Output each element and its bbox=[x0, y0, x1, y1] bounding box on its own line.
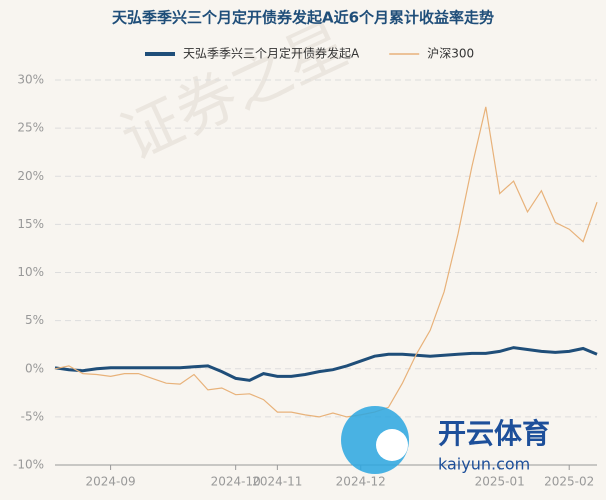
legend-label: 天弘季季兴三个月定开债券发起A bbox=[183, 46, 360, 61]
y-tick-label: 15% bbox=[17, 217, 44, 231]
legend-label: 沪深300 bbox=[427, 47, 474, 61]
x-tick-label: 2025-02 bbox=[544, 475, 594, 489]
x-tick-label: 2024-12 bbox=[336, 475, 386, 489]
logo: 开云体育 kaiyun.com bbox=[341, 406, 550, 474]
y-tick-label: 0% bbox=[25, 361, 44, 375]
y-tick-label: 30% bbox=[17, 73, 44, 87]
x-tick-label: 2024-10 bbox=[211, 475, 261, 489]
logo-text: 开云体育 bbox=[438, 417, 550, 450]
y-tick-label: 5% bbox=[25, 313, 44, 327]
y-tick-label: 10% bbox=[17, 265, 44, 279]
logo-url: kaiyun.com bbox=[438, 455, 530, 474]
y-tick-label: 25% bbox=[17, 121, 44, 135]
y-tick-label: -5% bbox=[21, 409, 44, 423]
logo-ball bbox=[376, 429, 408, 461]
series-line bbox=[54, 346, 598, 382]
series-line bbox=[54, 106, 598, 418]
y-tick-label: 20% bbox=[17, 169, 44, 183]
chart-title: 天弘季季兴三个月定开债券发起A近6个月累计收益率走势 bbox=[112, 9, 494, 27]
y-tick-label: -10% bbox=[13, 458, 44, 472]
x-tick-label: 2024-09 bbox=[86, 475, 136, 489]
legend: 天弘季季兴三个月定开债券发起A 沪深300 bbox=[145, 46, 474, 61]
plot: -10% -5% 0% 5% 10% 15% 20% 25% 30% 2024-09 2024-10… bbox=[13, 73, 598, 489]
x-tick-label: 2024-11 bbox=[252, 475, 302, 489]
x-tick-label: 2025-01 bbox=[475, 475, 525, 489]
